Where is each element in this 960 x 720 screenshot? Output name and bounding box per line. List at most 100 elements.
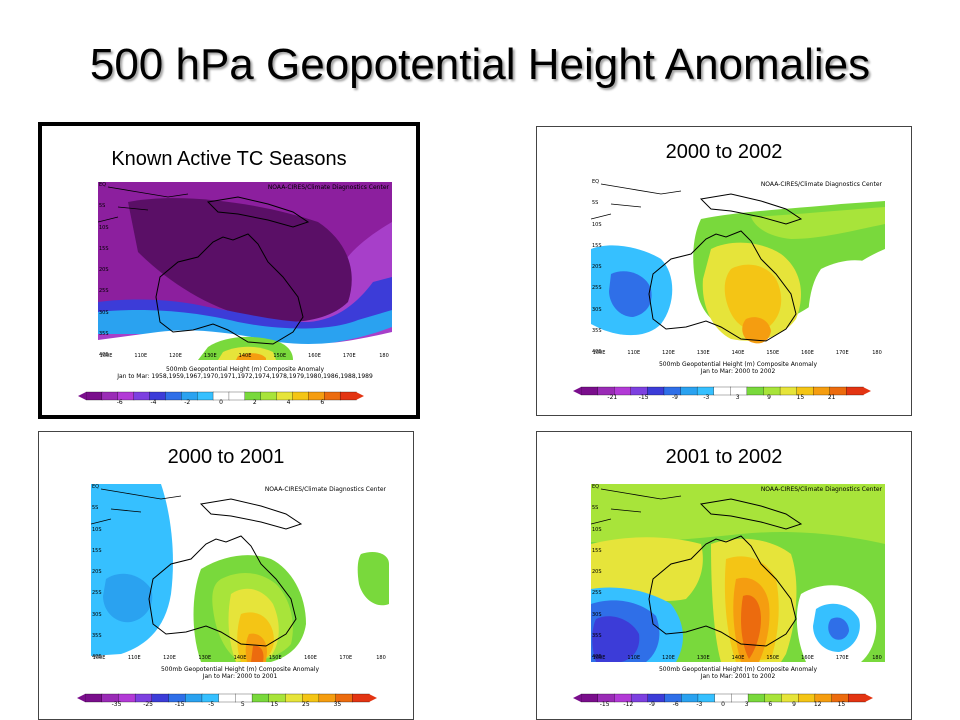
longitude-label: 150E xyxy=(766,655,780,661)
color-scale-low-arrow xyxy=(573,387,581,395)
scale-tick-label: 5 xyxy=(240,701,245,708)
color-scale-low-arrow xyxy=(78,392,86,400)
latitude-label: EQ xyxy=(592,179,600,185)
panel-active-tc-seasons: Known Active TC Seasons NOAA-CIRES/Clima… xyxy=(38,122,420,419)
scale-tick-label: 6 xyxy=(320,399,325,406)
color-scale-svg xyxy=(573,693,873,703)
longitude-label: 160E xyxy=(308,353,321,359)
scale-tick-label: 0 xyxy=(219,399,223,406)
panel-title: Known Active TC Seasons xyxy=(111,148,347,170)
longitude-label: 120E xyxy=(662,655,675,661)
longitude-label: 110E xyxy=(134,353,148,359)
slide-title: 500 hPa Geopotential Height Anomalies xyxy=(89,40,871,89)
latitude-label: 35S xyxy=(92,632,102,639)
latitude-label: EQ xyxy=(592,484,600,490)
scale-tick-label: 15 xyxy=(270,701,279,708)
scale-tick-label: -4 xyxy=(150,399,157,406)
latitude-label: 15S xyxy=(99,245,109,252)
color-scale-svg xyxy=(78,391,364,401)
latitude-label: 15S xyxy=(92,547,102,554)
caption-period: Jan to Mar: 2000 to 2001 xyxy=(202,673,278,680)
scale-tick-label: -9 xyxy=(649,701,655,708)
scale-tick-label: 15 xyxy=(837,701,846,708)
color-scale-svg xyxy=(573,386,871,396)
scale-tick-label: -2 xyxy=(184,399,191,406)
color-scale xyxy=(573,383,871,396)
latitude-label: 15S xyxy=(592,242,602,249)
latitude-label: 35S xyxy=(592,327,602,334)
color-scale-low-arrow xyxy=(573,694,581,702)
longitude-label: 180 xyxy=(376,655,386,661)
latitude-label: 25S xyxy=(592,285,602,292)
scale-tick-label: -6 xyxy=(672,701,679,708)
scale-tick-label: 2 xyxy=(252,399,257,406)
latitude-label: 30S xyxy=(592,306,602,313)
panel-title: 2000 to 2002 xyxy=(665,141,783,163)
latitude-label: 25S xyxy=(99,288,109,295)
scale-tick-label: 3 xyxy=(744,701,749,708)
longitude-label: 120E xyxy=(662,350,675,356)
latitude-label: 20S xyxy=(592,569,602,575)
scale-ticks: -15 -12 -9 -6 -3 0 3 6 9 12 15 xyxy=(573,701,873,709)
scale-tick-label: 0 xyxy=(721,701,725,708)
caption-title: 500mb Geopotential Height (m) Composite … xyxy=(160,666,320,673)
color-scale-high-arrow xyxy=(863,387,871,395)
longitude-label: 150E xyxy=(268,655,282,661)
scale-tick-label: 21 xyxy=(827,394,836,401)
longitude-label: 180 xyxy=(379,353,389,359)
caption-period: Jan to Mar: 2000 to 2002 xyxy=(700,368,776,375)
caption-title: 500mb Geopotential Height (m) Composite … xyxy=(658,666,818,673)
latitude-label: 25S xyxy=(592,590,602,597)
longitude-label: 140E xyxy=(233,655,247,661)
longitude-label: 160E xyxy=(801,655,814,661)
scale-ticks: -35 -25 -15 -5 5 15 25 35 xyxy=(77,701,377,709)
panel-2000-2001: 2000 to 2001 NOAA-CIRES/Climate Diagnost… xyxy=(38,431,414,720)
scale-tick-label: -21 xyxy=(607,394,618,401)
scale-tick-label: 9 xyxy=(767,394,771,401)
scale-ticks: -6 -4 -2 0 2 4 6 xyxy=(78,399,364,407)
scale-tick-label: 6 xyxy=(768,701,773,708)
longitude-label: 120E xyxy=(169,353,182,359)
scale-tick-label: -5 xyxy=(208,701,215,708)
color-scale xyxy=(573,690,873,703)
latitude-label: 35S xyxy=(99,330,109,337)
latitude-label: 5S xyxy=(592,200,599,207)
longitude-label: 170E xyxy=(835,350,849,356)
credit-label: NOAA-CIRES/Climate Diagnostics Center xyxy=(760,486,882,493)
longitude-label: 180 xyxy=(872,350,882,356)
scale-tick-label: -9 xyxy=(672,394,678,401)
latitude-label: 30S xyxy=(92,611,102,618)
longitude-label: 170E xyxy=(835,655,849,661)
credit-label: NOAA-CIRES/Climate Diagnostics Center xyxy=(264,486,386,493)
scale-tick-label: 4 xyxy=(286,399,291,406)
credit-label: NOAA-CIRES/Climate Diagnostics Center xyxy=(760,181,882,188)
longitude-label: 100E xyxy=(92,655,106,661)
longitude-label: 170E xyxy=(339,655,353,661)
scale-tick-label: -3 xyxy=(703,394,710,401)
longitude-label: 160E xyxy=(304,655,317,661)
scale-tick-label: -15 xyxy=(599,701,610,708)
longitude-label: 140E xyxy=(731,350,745,356)
color-scale-svg xyxy=(77,693,377,703)
color-scale-high-arrow xyxy=(369,694,377,702)
latitude-label: 5S xyxy=(592,505,599,512)
latitude-label: 10S xyxy=(592,221,602,228)
scale-tick-label: -12 xyxy=(623,701,634,708)
map-caption: 500mb Geopotential Height (m) Composite … xyxy=(591,666,885,680)
scale-tick-label: 12 xyxy=(813,701,822,708)
longitude-label: 140E xyxy=(731,655,745,661)
panel-2001-2002: 2001 to 2002 NOAA-CIRES/Climate Diagnost… xyxy=(536,431,912,720)
latitude-label: 40S xyxy=(99,352,109,358)
longitude-label: 180 xyxy=(872,655,882,661)
latitude-label: 30S xyxy=(99,309,109,316)
latitude-label: 40S xyxy=(592,349,602,355)
latitude-label: 40S xyxy=(92,654,102,660)
latitude-label: 10S xyxy=(99,224,109,231)
map-caption: 500mb Geopotential Height (m) Composite … xyxy=(591,361,885,375)
longitude-label: 120E xyxy=(163,655,176,661)
latitude-label: 5S xyxy=(99,203,106,210)
longitude-label: 170E xyxy=(342,353,356,359)
credit-label: NOAA-CIRES/Climate Diagnostics Center xyxy=(267,184,389,191)
scale-tick-label: -15 xyxy=(638,394,649,401)
scale-tick-label: 9 xyxy=(792,701,796,708)
